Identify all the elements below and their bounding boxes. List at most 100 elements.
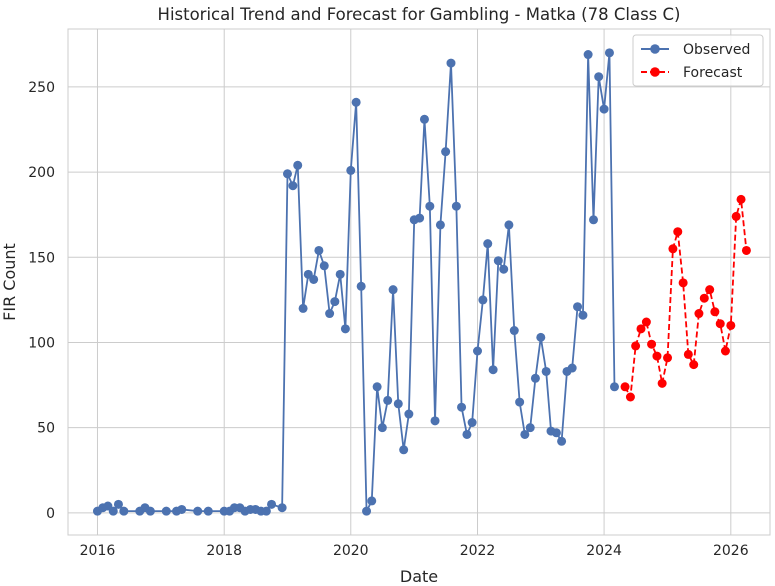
observed-point xyxy=(367,496,377,506)
observed-point xyxy=(473,346,483,356)
legend-observed-marker xyxy=(650,44,660,54)
observed-point xyxy=(541,366,551,376)
tick-layer: 2016 2018 2020 2022 2024 2026 0 50 100 150 200 250 xyxy=(28,80,748,559)
observed-point xyxy=(583,50,593,60)
observed-point xyxy=(119,506,129,516)
observed-point xyxy=(203,506,213,516)
observed-point xyxy=(557,436,567,446)
forecast-series-line xyxy=(624,198,748,398)
x-tick-label: 2022 xyxy=(460,543,496,559)
y-tick-label: 100 xyxy=(28,335,55,351)
observed-point xyxy=(446,58,456,68)
observed-point xyxy=(509,326,519,336)
observed-point xyxy=(609,382,619,392)
forecast-point xyxy=(726,320,736,330)
x-tick-label: 2020 xyxy=(333,543,369,559)
observed-point xyxy=(362,506,372,516)
forecast-point xyxy=(647,339,657,349)
forecast-point xyxy=(694,309,704,319)
forecast-point xyxy=(683,349,693,359)
forecast-point xyxy=(625,392,635,402)
observed-point xyxy=(108,506,118,516)
forecast-point xyxy=(689,360,699,370)
observed-point xyxy=(415,213,425,223)
observed-point xyxy=(393,399,403,409)
forecast-point xyxy=(631,341,641,351)
forecast-point xyxy=(736,194,746,204)
observed-point xyxy=(372,382,382,392)
observed-point xyxy=(340,324,350,334)
x-tick-label: 2026 xyxy=(713,543,749,559)
forecast-point xyxy=(699,293,709,303)
observed-point xyxy=(288,181,298,191)
observed-point xyxy=(441,147,451,157)
y-tick-label: 50 xyxy=(37,421,55,437)
x-tick-label: 2018 xyxy=(206,543,242,559)
observed-point xyxy=(478,295,488,305)
observed-point xyxy=(346,165,356,175)
forecast-point xyxy=(673,227,683,237)
forecast-point xyxy=(710,307,720,317)
observed-point xyxy=(567,363,577,373)
series-layer xyxy=(92,48,751,516)
legend: Observed Forecast xyxy=(632,34,764,87)
observed-point xyxy=(404,409,414,419)
observed-point xyxy=(462,429,472,439)
observed-point xyxy=(457,402,467,412)
observed-point xyxy=(589,215,598,225)
observed-point xyxy=(520,429,530,439)
chart-title: Historical Trend and Forecast for Gambli… xyxy=(158,5,681,24)
observed-point xyxy=(530,373,540,383)
observed-point xyxy=(330,297,340,307)
observed-point xyxy=(383,395,393,405)
observed-point xyxy=(298,303,308,313)
forecast-point xyxy=(636,324,646,334)
observed-point xyxy=(113,499,123,509)
observed-point xyxy=(351,97,361,107)
observed-point xyxy=(483,239,493,249)
forecast-point xyxy=(678,278,688,288)
forecast-point xyxy=(720,346,730,356)
forecast-point xyxy=(657,378,667,388)
observed-point xyxy=(388,285,398,295)
observed-point xyxy=(536,332,546,342)
forecast-point xyxy=(620,382,630,392)
y-tick-label: 150 xyxy=(28,250,55,266)
observed-point xyxy=(161,506,171,516)
x-tick-label: 2016 xyxy=(80,543,116,559)
forecast-point xyxy=(705,285,715,295)
forecast-point xyxy=(715,319,725,329)
x-tick-label: 2024 xyxy=(586,543,622,559)
observed-point xyxy=(145,506,155,516)
observed-point xyxy=(419,114,429,124)
observed-point xyxy=(319,261,329,271)
observed-point xyxy=(578,310,588,320)
forecast-point xyxy=(731,211,741,221)
y-tick-label: 250 xyxy=(28,80,55,96)
observed-point xyxy=(594,72,604,82)
legend-box xyxy=(632,34,764,87)
plot-frame xyxy=(67,28,771,536)
forecast-point xyxy=(741,245,751,255)
observed-point xyxy=(525,423,535,433)
observed-point xyxy=(261,506,271,516)
forecast-point xyxy=(668,244,678,254)
observed-point xyxy=(314,245,324,255)
observed-point xyxy=(430,416,440,426)
observed-point xyxy=(604,48,614,58)
observed-point xyxy=(551,428,561,438)
grid-layer xyxy=(68,29,770,535)
legend-forecast-marker xyxy=(650,67,660,77)
observed-point xyxy=(267,499,277,509)
y-tick-label: 200 xyxy=(28,165,55,181)
y-tick-label: 0 xyxy=(46,506,55,522)
observed-point xyxy=(177,504,187,514)
observed-point xyxy=(499,264,509,274)
y-axis-label: FIR Count xyxy=(0,243,19,321)
legend-observed-label: Observed xyxy=(683,42,750,58)
observed-point xyxy=(377,423,387,433)
observed-point xyxy=(282,169,292,179)
observed-series-line xyxy=(96,51,616,513)
observed-point xyxy=(599,104,609,114)
